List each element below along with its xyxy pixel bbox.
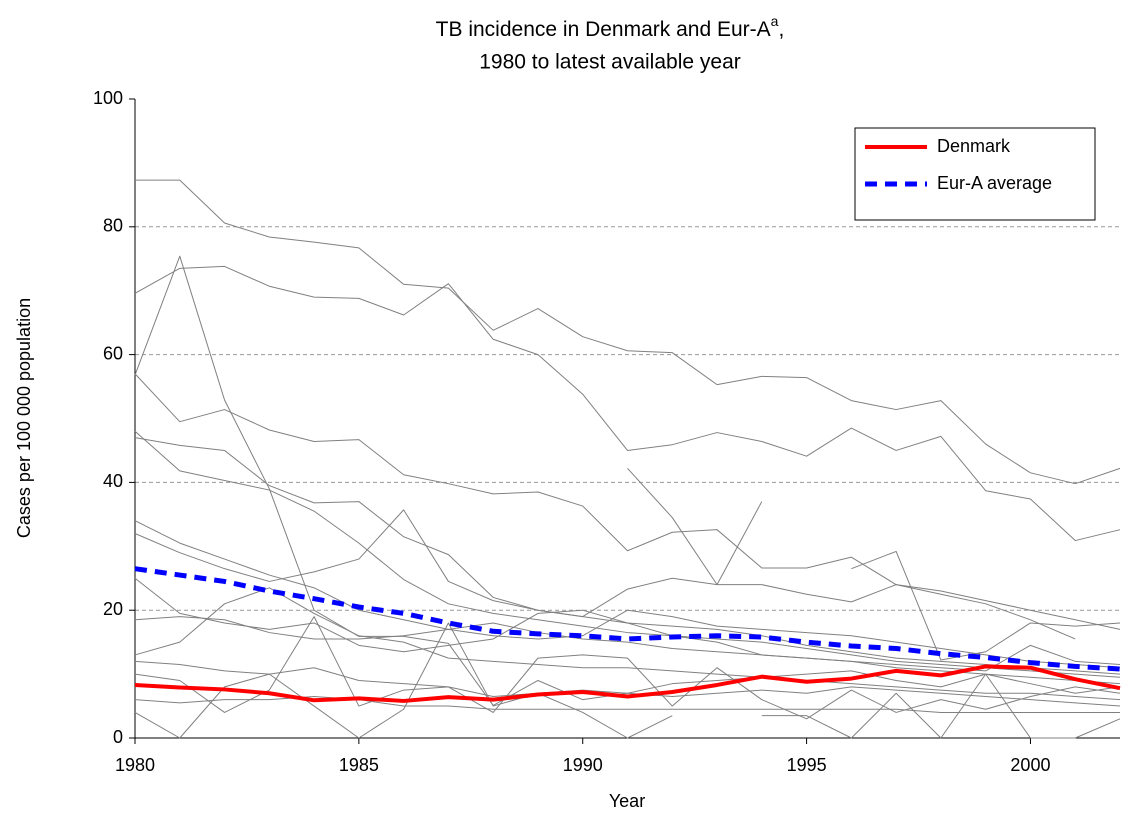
country-line xyxy=(134,587,1121,701)
country-line xyxy=(134,255,1121,706)
y-tick-label: 20 xyxy=(103,599,123,619)
data-line xyxy=(134,664,1121,703)
data-line xyxy=(134,566,1121,672)
country-line xyxy=(134,577,1121,672)
country-line xyxy=(134,520,1121,669)
country-line xyxy=(134,373,1076,640)
country-line xyxy=(134,660,1121,707)
country-line xyxy=(134,430,1121,678)
x-tick-label: 1985 xyxy=(339,755,379,775)
y-tick-label: 100 xyxy=(93,88,123,108)
legend-box xyxy=(854,127,1096,221)
x-tick-label: 1995 xyxy=(787,755,827,775)
country-line xyxy=(851,550,1121,661)
title-text: TB incidence in Denmark and Eur-A xyxy=(436,18,771,41)
country-line xyxy=(627,468,763,586)
y-axis-label: Cases per 100 000 population xyxy=(14,298,34,538)
y-tick-label: 80 xyxy=(103,216,123,236)
country-line xyxy=(134,616,1121,720)
chart-subtitle: 1980 to latest available year xyxy=(479,51,741,74)
title-text: , xyxy=(778,18,784,41)
country-line xyxy=(134,695,1120,713)
y-tick-label: 60 xyxy=(103,343,123,363)
y-tick-label: 0 xyxy=(113,727,123,747)
legend-label: Denmark xyxy=(937,136,1011,156)
y-tick-label: 40 xyxy=(103,471,123,491)
country-line xyxy=(134,616,1121,685)
x-tick-label: 1980 xyxy=(115,755,155,775)
country-line xyxy=(135,179,1121,485)
x-axis-label: Year xyxy=(609,791,645,811)
chart-title: TB incidence in Denmark and Eur-Aa, xyxy=(436,13,785,41)
country-line xyxy=(134,509,1121,630)
country-line xyxy=(134,622,1121,739)
x-tick-label: 2000 xyxy=(1010,755,1050,775)
title-superscript: a xyxy=(771,13,779,29)
x-tick-label: 1990 xyxy=(563,755,603,775)
country-line xyxy=(134,265,1121,542)
country-line xyxy=(134,437,1121,675)
legend-label: Eur-A average xyxy=(937,173,1052,193)
